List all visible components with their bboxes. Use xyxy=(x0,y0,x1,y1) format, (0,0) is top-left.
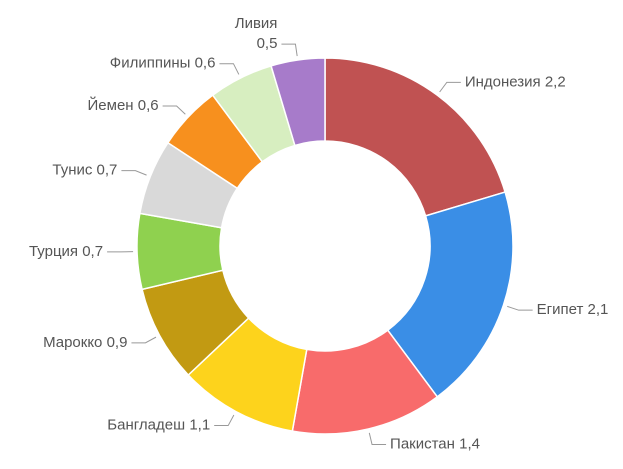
category-label: Йемен xyxy=(88,96,134,114)
slice xyxy=(270,57,326,147)
leader-line xyxy=(214,414,235,427)
data-label: Йемен 0,6 xyxy=(88,96,159,114)
category-label: Индонезия xyxy=(465,73,541,90)
data-label: Тунис 0,7 xyxy=(52,162,117,179)
value-label: 0,9 xyxy=(107,334,128,351)
category-label: Филиппины xyxy=(110,55,191,72)
value-label: 2,1 xyxy=(588,301,609,318)
category-label: Бангладеш xyxy=(107,417,185,434)
category-label: Египет xyxy=(537,301,584,318)
category-label: Пакистан xyxy=(390,435,455,452)
value-label: 1,4 xyxy=(459,435,480,452)
leader-line xyxy=(507,305,533,311)
value-label: 2,2 xyxy=(545,73,566,90)
category-label: Турция xyxy=(29,243,78,260)
value-label: 0,6 xyxy=(138,97,159,114)
category-label: Тунис xyxy=(52,162,92,179)
leader-line xyxy=(131,336,157,344)
leader-line xyxy=(281,43,298,57)
leader-line xyxy=(439,81,461,93)
value-label: 0,5 xyxy=(257,35,278,52)
value-label: 0,7 xyxy=(97,162,118,179)
leader-line xyxy=(162,105,186,115)
leader-line xyxy=(219,63,240,75)
category-label: Марокко xyxy=(43,334,102,351)
value-label: 1,1 xyxy=(189,417,210,434)
value-label: 0,7 xyxy=(82,243,103,260)
data-label: Египет 2,1 xyxy=(537,301,609,318)
slice xyxy=(386,191,514,398)
data-label: Индонезия 2,2 xyxy=(465,73,566,90)
value-label: 0,6 xyxy=(195,55,216,72)
leader-line xyxy=(121,170,147,176)
data-label: Турция 0,7 xyxy=(29,243,103,260)
data-label: Марокко 0,9 xyxy=(43,334,127,351)
data-label: Филиппины 0,6 xyxy=(110,55,216,72)
category-label: Ливия xyxy=(235,15,278,32)
data-label: Бангладеш 1,1 xyxy=(107,417,210,434)
data-label: Пакистан 1,4 xyxy=(390,435,480,452)
leader-line xyxy=(368,432,387,446)
slice xyxy=(324,57,507,217)
